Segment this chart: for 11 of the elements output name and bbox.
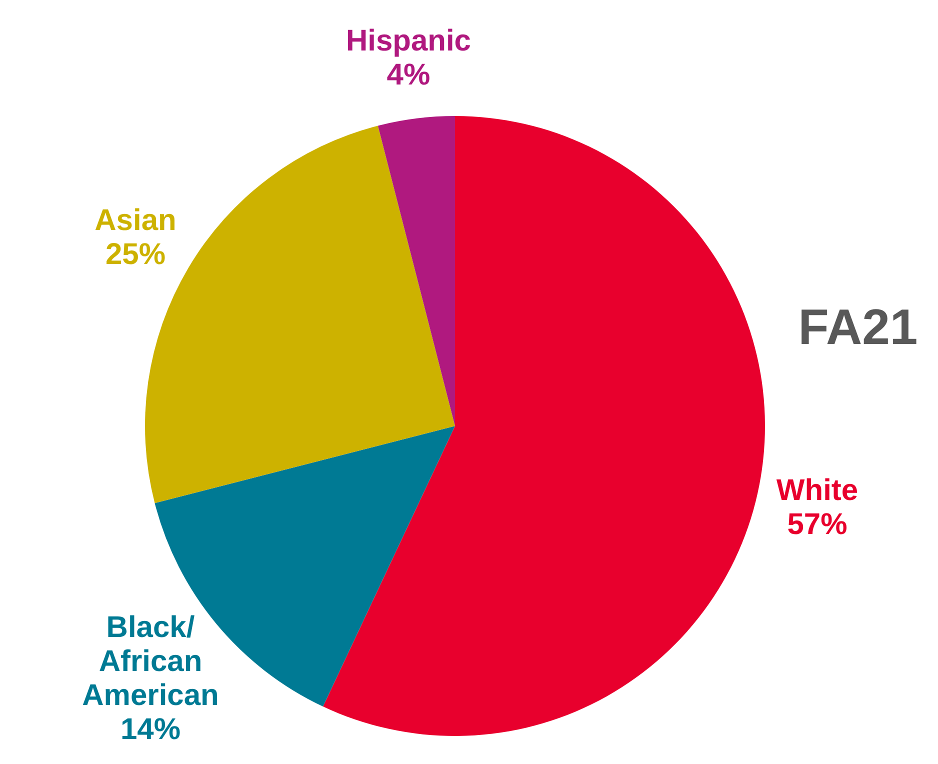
data-label: 25%	[105, 238, 166, 272]
text: FA21	[798, 299, 918, 355]
data-label: 4%	[386, 58, 430, 92]
slice-label: Black/ African American	[82, 610, 219, 712]
pie-slice	[323, 116, 765, 736]
slice-label: Hispanic	[346, 24, 471, 58]
pie-slice	[378, 116, 455, 426]
slice-label: White	[776, 474, 858, 507]
data-label: 14%	[120, 712, 181, 746]
slice-label: Asian	[94, 204, 176, 238]
data-label: 57%	[787, 508, 848, 541]
